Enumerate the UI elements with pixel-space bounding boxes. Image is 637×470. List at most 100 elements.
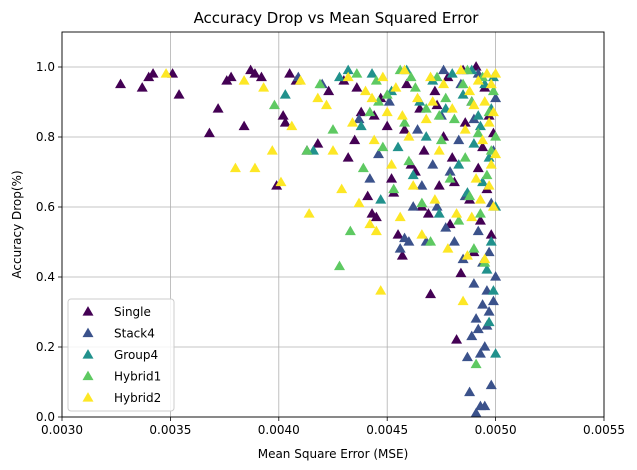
data-point bbox=[392, 229, 404, 239]
data-point bbox=[203, 127, 215, 138]
data-point bbox=[336, 183, 348, 194]
data-point bbox=[386, 159, 398, 169]
data-point bbox=[470, 313, 482, 323]
data-point bbox=[490, 68, 502, 78]
data-point bbox=[483, 316, 495, 327]
data-point bbox=[472, 225, 484, 236]
data-point bbox=[474, 348, 486, 358]
data-point bbox=[485, 78, 497, 89]
legend-marker bbox=[82, 370, 94, 381]
data-point bbox=[255, 71, 267, 82]
y-tick-label: 0.8 bbox=[36, 130, 55, 144]
data-point bbox=[381, 89, 393, 99]
data-point bbox=[444, 173, 456, 183]
data-point bbox=[440, 92, 452, 103]
data-point bbox=[457, 78, 469, 89]
data-point bbox=[479, 253, 491, 264]
x-tick-label: 0.0045 bbox=[366, 423, 408, 437]
data-point bbox=[433, 208, 445, 218]
data-point bbox=[351, 68, 363, 78]
data-point bbox=[370, 225, 382, 236]
data-point bbox=[481, 264, 493, 274]
data-point bbox=[370, 75, 382, 85]
data-point bbox=[440, 222, 452, 232]
data-point bbox=[229, 162, 241, 173]
legend-marker bbox=[82, 327, 94, 338]
data-point bbox=[401, 78, 413, 89]
series-hybrid1 bbox=[268, 64, 502, 369]
data-point bbox=[357, 162, 369, 173]
data-point bbox=[422, 208, 434, 218]
data-point bbox=[487, 85, 499, 96]
data-point bbox=[444, 166, 456, 176]
data-point bbox=[487, 201, 499, 211]
data-point bbox=[301, 145, 313, 155]
data-point bbox=[407, 180, 419, 190]
data-point bbox=[483, 152, 495, 162]
data-point bbox=[468, 138, 480, 148]
data-point bbox=[399, 117, 411, 127]
data-point bbox=[470, 173, 482, 183]
y-axis-label: Accuracy Drop(%) bbox=[10, 170, 24, 278]
data-point bbox=[479, 400, 491, 411]
data-point bbox=[461, 351, 473, 362]
legend-label: Hybrid1 bbox=[114, 370, 161, 384]
data-point bbox=[455, 64, 467, 75]
data-point bbox=[347, 117, 359, 127]
data-point bbox=[399, 64, 411, 75]
data-point bbox=[438, 64, 450, 75]
data-point bbox=[284, 68, 296, 78]
data-point bbox=[342, 64, 354, 75]
data-point bbox=[483, 180, 495, 190]
data-point bbox=[334, 71, 346, 82]
data-point bbox=[238, 75, 250, 85]
legend-label: Stack4 bbox=[114, 327, 155, 341]
data-point bbox=[431, 201, 443, 211]
data-point bbox=[377, 141, 389, 152]
data-point bbox=[425, 288, 437, 299]
data-point bbox=[249, 162, 261, 173]
data-point bbox=[368, 134, 380, 145]
data-point bbox=[375, 194, 387, 204]
data-point bbox=[370, 211, 382, 222]
data-point bbox=[483, 306, 495, 316]
data-point bbox=[403, 155, 415, 166]
data-point bbox=[425, 236, 437, 246]
data-point bbox=[472, 110, 484, 120]
data-point bbox=[416, 229, 428, 239]
data-point bbox=[466, 211, 478, 222]
data-point bbox=[477, 299, 489, 309]
data-point bbox=[303, 208, 315, 218]
data-point bbox=[312, 92, 324, 103]
y-tick-label: 0.0 bbox=[36, 410, 55, 424]
data-point bbox=[477, 141, 489, 152]
data-point bbox=[327, 145, 339, 155]
data-point bbox=[412, 92, 424, 103]
data-point bbox=[312, 138, 324, 148]
data-point bbox=[464, 386, 476, 397]
data-point bbox=[412, 124, 424, 134]
data-point bbox=[481, 169, 493, 180]
data-point bbox=[474, 208, 486, 218]
data-point bbox=[485, 379, 497, 390]
data-point bbox=[212, 103, 224, 113]
data-point bbox=[390, 82, 402, 92]
data-point bbox=[364, 106, 376, 117]
data-point bbox=[416, 180, 428, 190]
data-point bbox=[399, 124, 411, 134]
data-point bbox=[453, 215, 465, 225]
legend-marker bbox=[82, 349, 94, 359]
data-point bbox=[173, 89, 185, 99]
data-point bbox=[446, 103, 458, 113]
legend-label: Single bbox=[114, 305, 151, 319]
data-point bbox=[353, 113, 365, 124]
data-point bbox=[481, 68, 493, 78]
data-point bbox=[477, 134, 489, 145]
y-tick-label: 1.0 bbox=[36, 60, 55, 74]
data-point bbox=[446, 68, 458, 78]
y-tick-label: 0.4 bbox=[36, 270, 55, 284]
data-point bbox=[433, 180, 445, 190]
data-point bbox=[487, 295, 499, 306]
y-tick-label: 0.6 bbox=[36, 200, 55, 214]
data-point bbox=[355, 106, 367, 117]
